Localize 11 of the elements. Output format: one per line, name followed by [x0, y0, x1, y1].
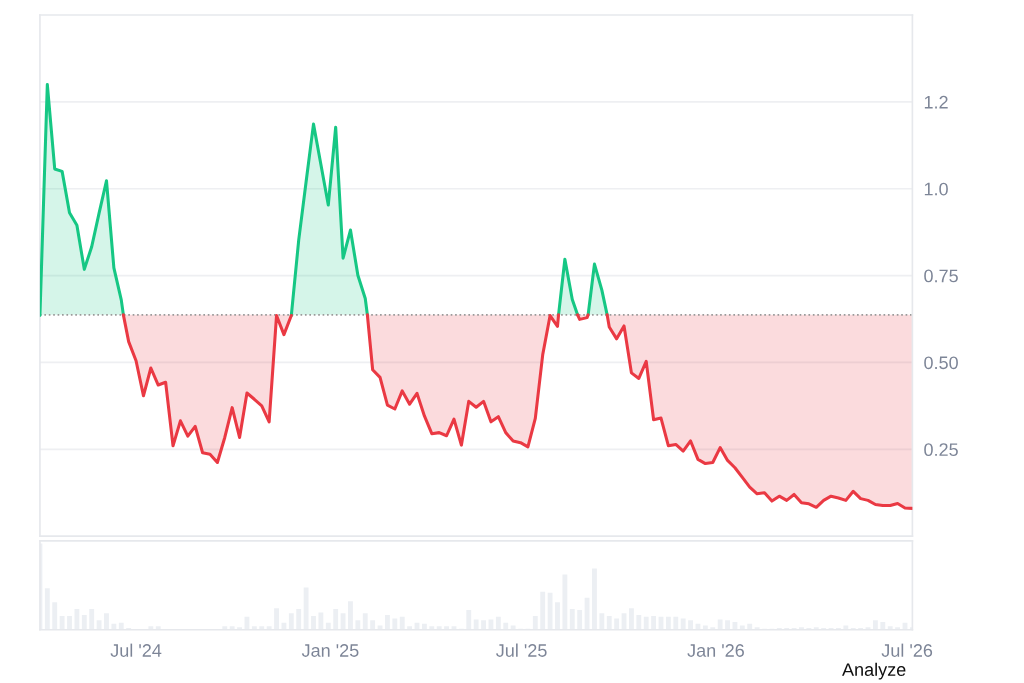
x-tick-label: Jul '26 — [881, 643, 933, 657]
x-tick-label: Jan '26 — [687, 644, 744, 657]
x-tick-label: Jul '25 — [496, 643, 547, 657]
y-tick-label: 1.0 — [924, 182, 948, 196]
y-tick-label: 1.2 — [924, 95, 948, 109]
x-tick-label: Jul '24 — [110, 643, 162, 657]
y-tick-label: 0.25 — [924, 443, 958, 457]
x-tick-label: Jan '25 — [301, 644, 359, 657]
y-tick-label: 0.75 — [924, 269, 958, 283]
y-tick-label: 0.50 — [924, 356, 958, 370]
text: Analyze — [842, 662, 906, 680]
